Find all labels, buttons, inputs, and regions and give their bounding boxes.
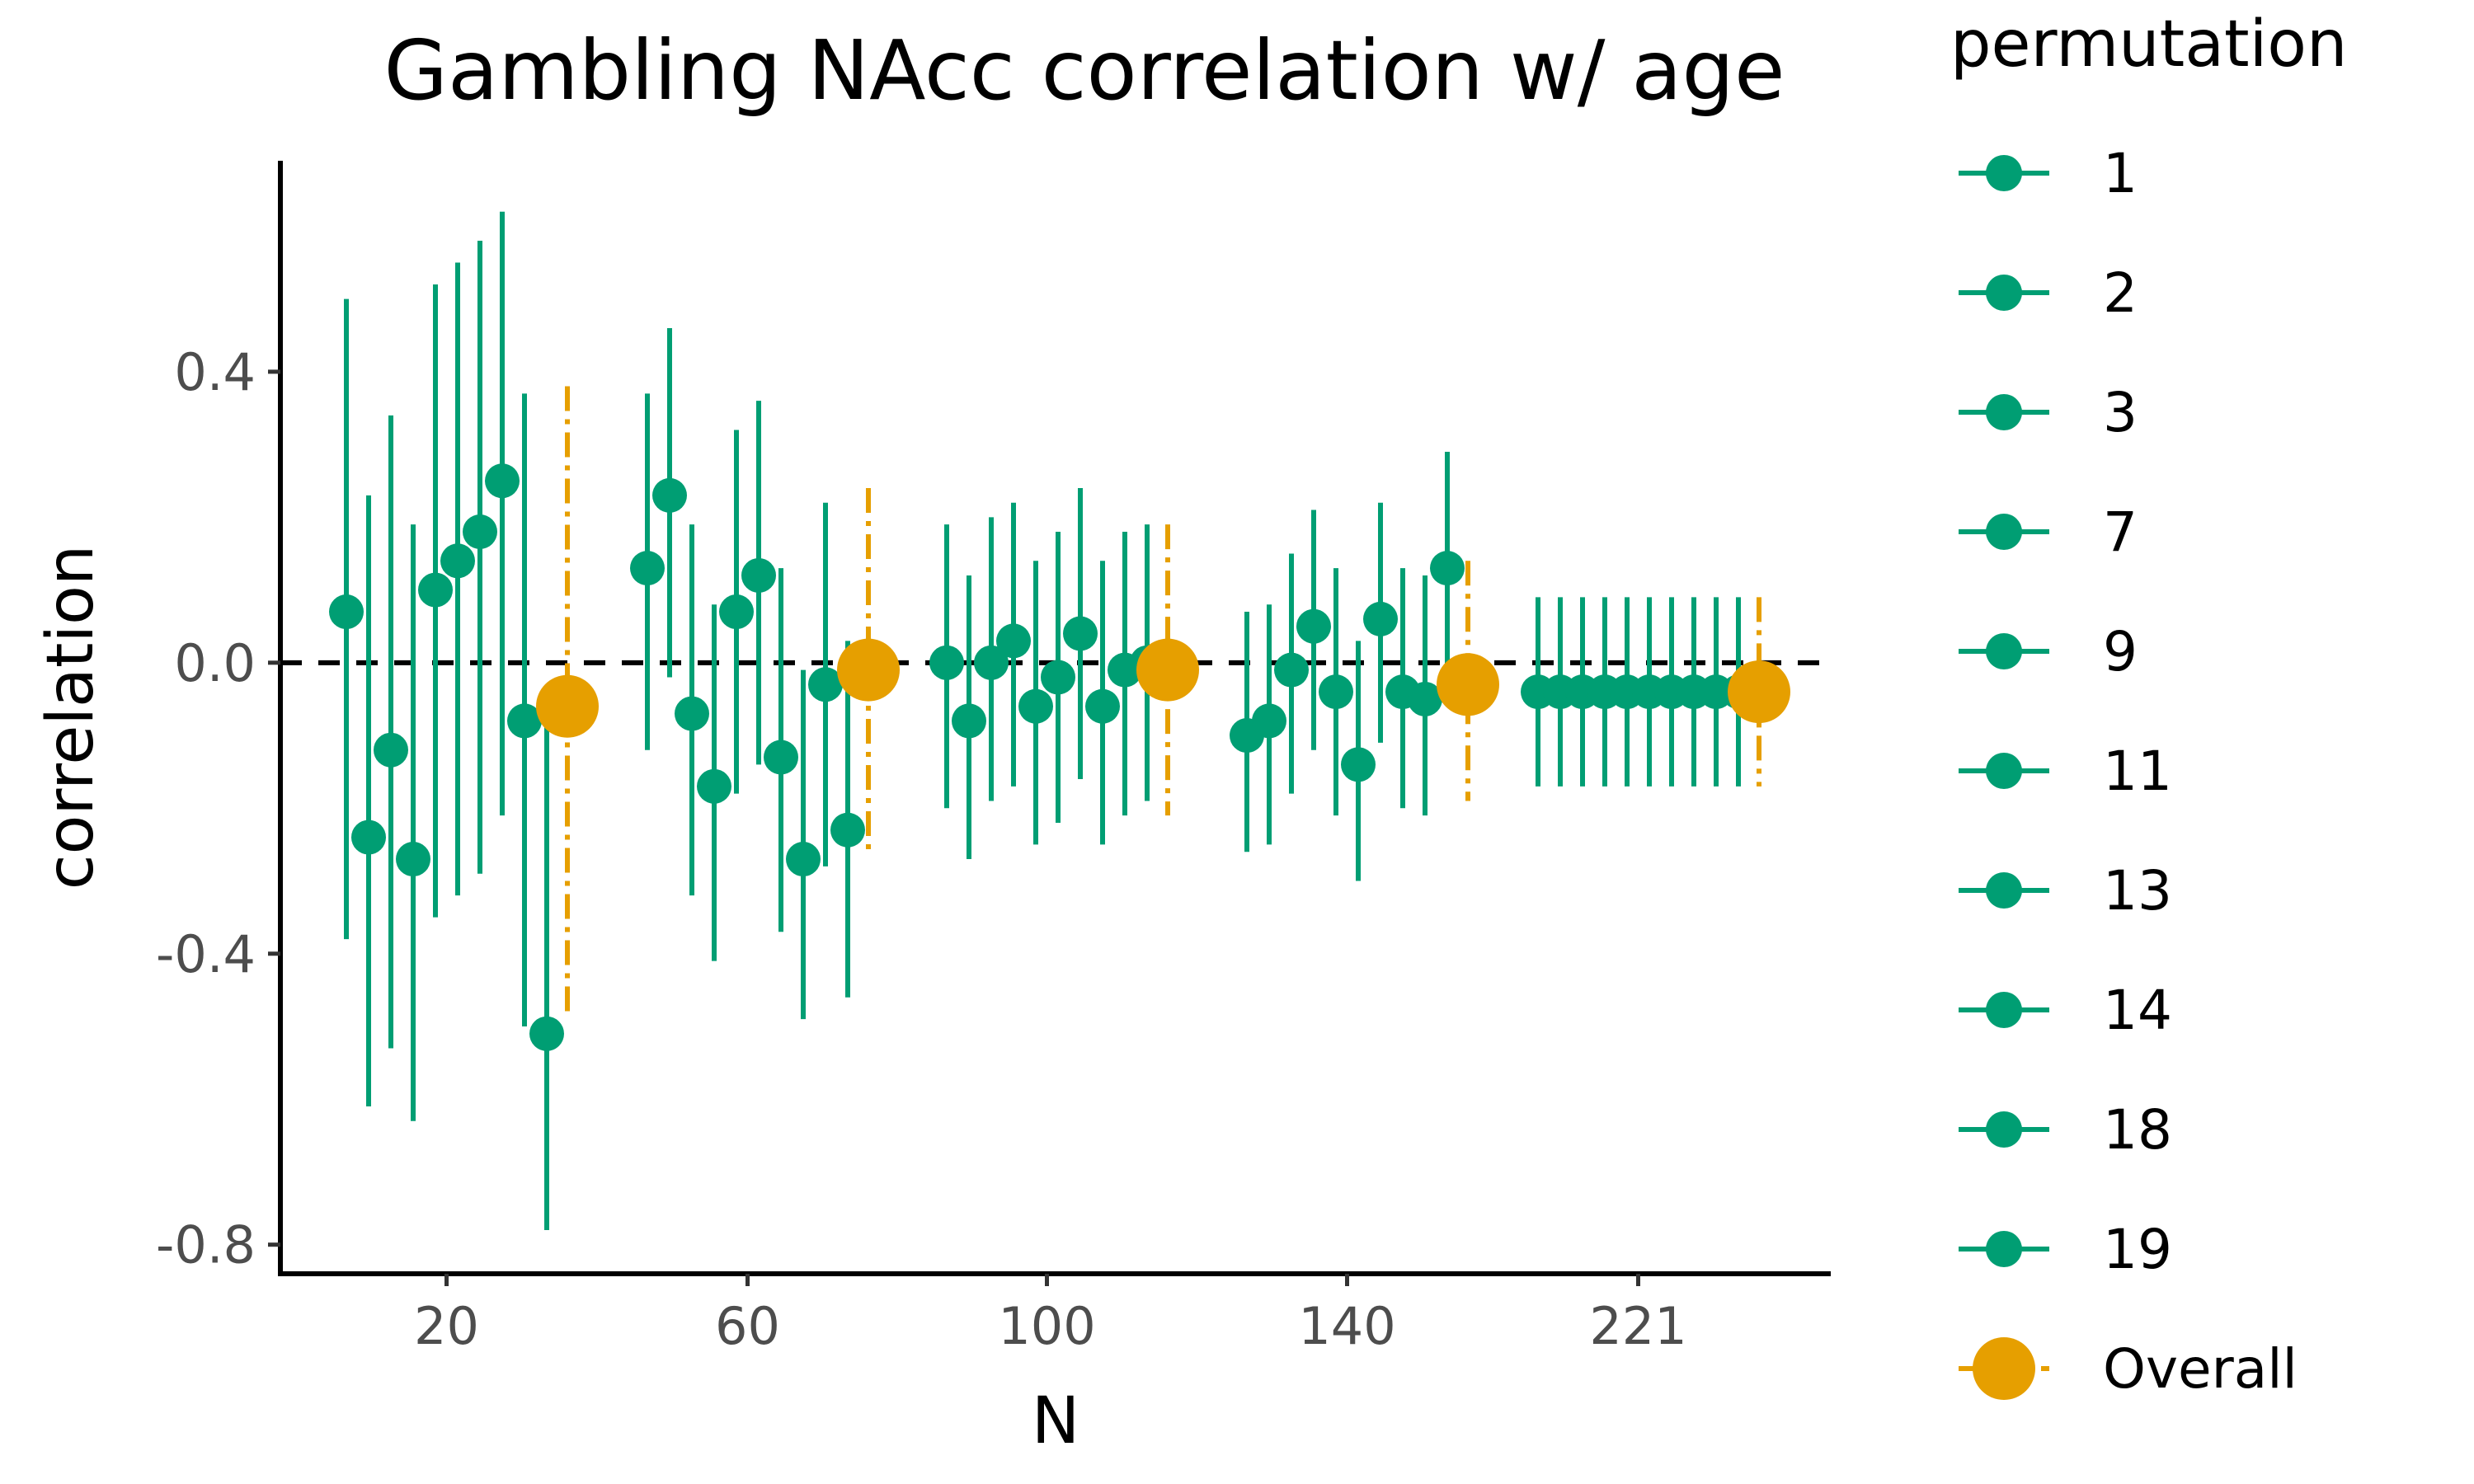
x-tick-label: 20 [414,1296,479,1356]
legend-label: 11 [2103,740,2172,803]
legend-key-point [1986,633,2022,669]
x-tick-label: 140 [1298,1296,1395,1356]
overall-point [837,638,900,702]
x-axis-title: N [1032,1384,1079,1458]
permutation-point [1363,601,1398,636]
legend-key-point [1986,394,2022,430]
legend-label: 18 [2103,1098,2172,1162]
permutation-point [1041,660,1075,695]
overall-point [1136,638,1199,702]
legend-label: 14 [2103,979,2172,1042]
y-tick-label: 0.4 [174,342,256,402]
legend-key-point [1986,275,2022,311]
legend-label: 13 [2103,859,2172,923]
legend-label: 7 [2103,500,2138,564]
overall-point [1437,653,1499,716]
legend-key-point [1986,1231,2022,1267]
axes: 0.4 0.0 -0.4 -0.8 20 60 100 140 221 [156,161,1831,1356]
x-tick-label: 60 [715,1296,780,1356]
plot-area [280,211,1831,1231]
permutation-point [1274,652,1309,688]
x-tick-label: 100 [998,1296,1095,1356]
legend-label: 19 [2103,1218,2172,1281]
permutation-point [485,463,520,499]
permutation-point [719,594,754,630]
permutation-point [808,667,843,702]
permutation-point [1085,688,1120,724]
legend-label: 3 [2103,381,2138,444]
x-tick-label: 221 [1589,1296,1686,1356]
legend-key-point [1986,872,2022,909]
permutation-point [1018,688,1053,724]
y-tick-label: -0.4 [156,924,256,984]
legend-key-point [1986,155,2022,191]
legend: permutation 1 2 3 7 9 11 13 14 18 19 Overall [1950,7,2347,1401]
legend-key-point [1973,1337,2035,1400]
overall-point [1728,660,1790,724]
permutation-point [974,645,1009,680]
permutation-point [396,842,430,877]
y-axis-title: correlation [34,545,108,890]
legend-title: permutation [1950,7,2347,82]
permutation-point [952,703,986,739]
permutation-point [440,543,475,579]
chart-title: Gambling NAcc correlation w/ age [384,22,1785,119]
legend-label: 2 [2103,261,2138,325]
legend-key-point [1986,992,2022,1028]
permutation-point [1341,747,1376,782]
permutation-point [351,819,386,855]
legend-key-point [1986,514,2022,550]
permutation-point [1252,703,1286,739]
permutation-point [697,768,731,804]
legend-key-point [1986,1111,2022,1148]
permutation-point [630,551,665,586]
permutation-point [675,696,709,731]
permutation-point [463,514,497,549]
legend-key-point [1986,753,2022,789]
permutation-point [507,703,542,739]
permutation-point [1408,681,1442,716]
permutation-point [374,732,408,768]
permutation-point [786,842,821,877]
y-tick-label: -0.8 [156,1215,256,1275]
legend-label: 1 [2103,142,2138,205]
permutation-point [1319,674,1353,710]
permutation-point [741,557,776,593]
permutation-point [418,572,453,608]
legend-label: Overall [2103,1337,2298,1401]
permutation-point [1296,608,1331,644]
permutation-point [652,477,687,513]
permutation-point [929,645,964,680]
permutation-point [1063,616,1098,651]
permutation-point [830,812,865,848]
permutation-point [1430,551,1465,586]
permutation-point [529,1016,564,1051]
overall-point [536,674,599,738]
permutation-point [996,623,1031,659]
permutation-point [764,740,798,775]
y-tick-label: 0.0 [174,633,256,693]
permutation-point [329,594,364,630]
legend-label: 9 [2103,620,2138,683]
